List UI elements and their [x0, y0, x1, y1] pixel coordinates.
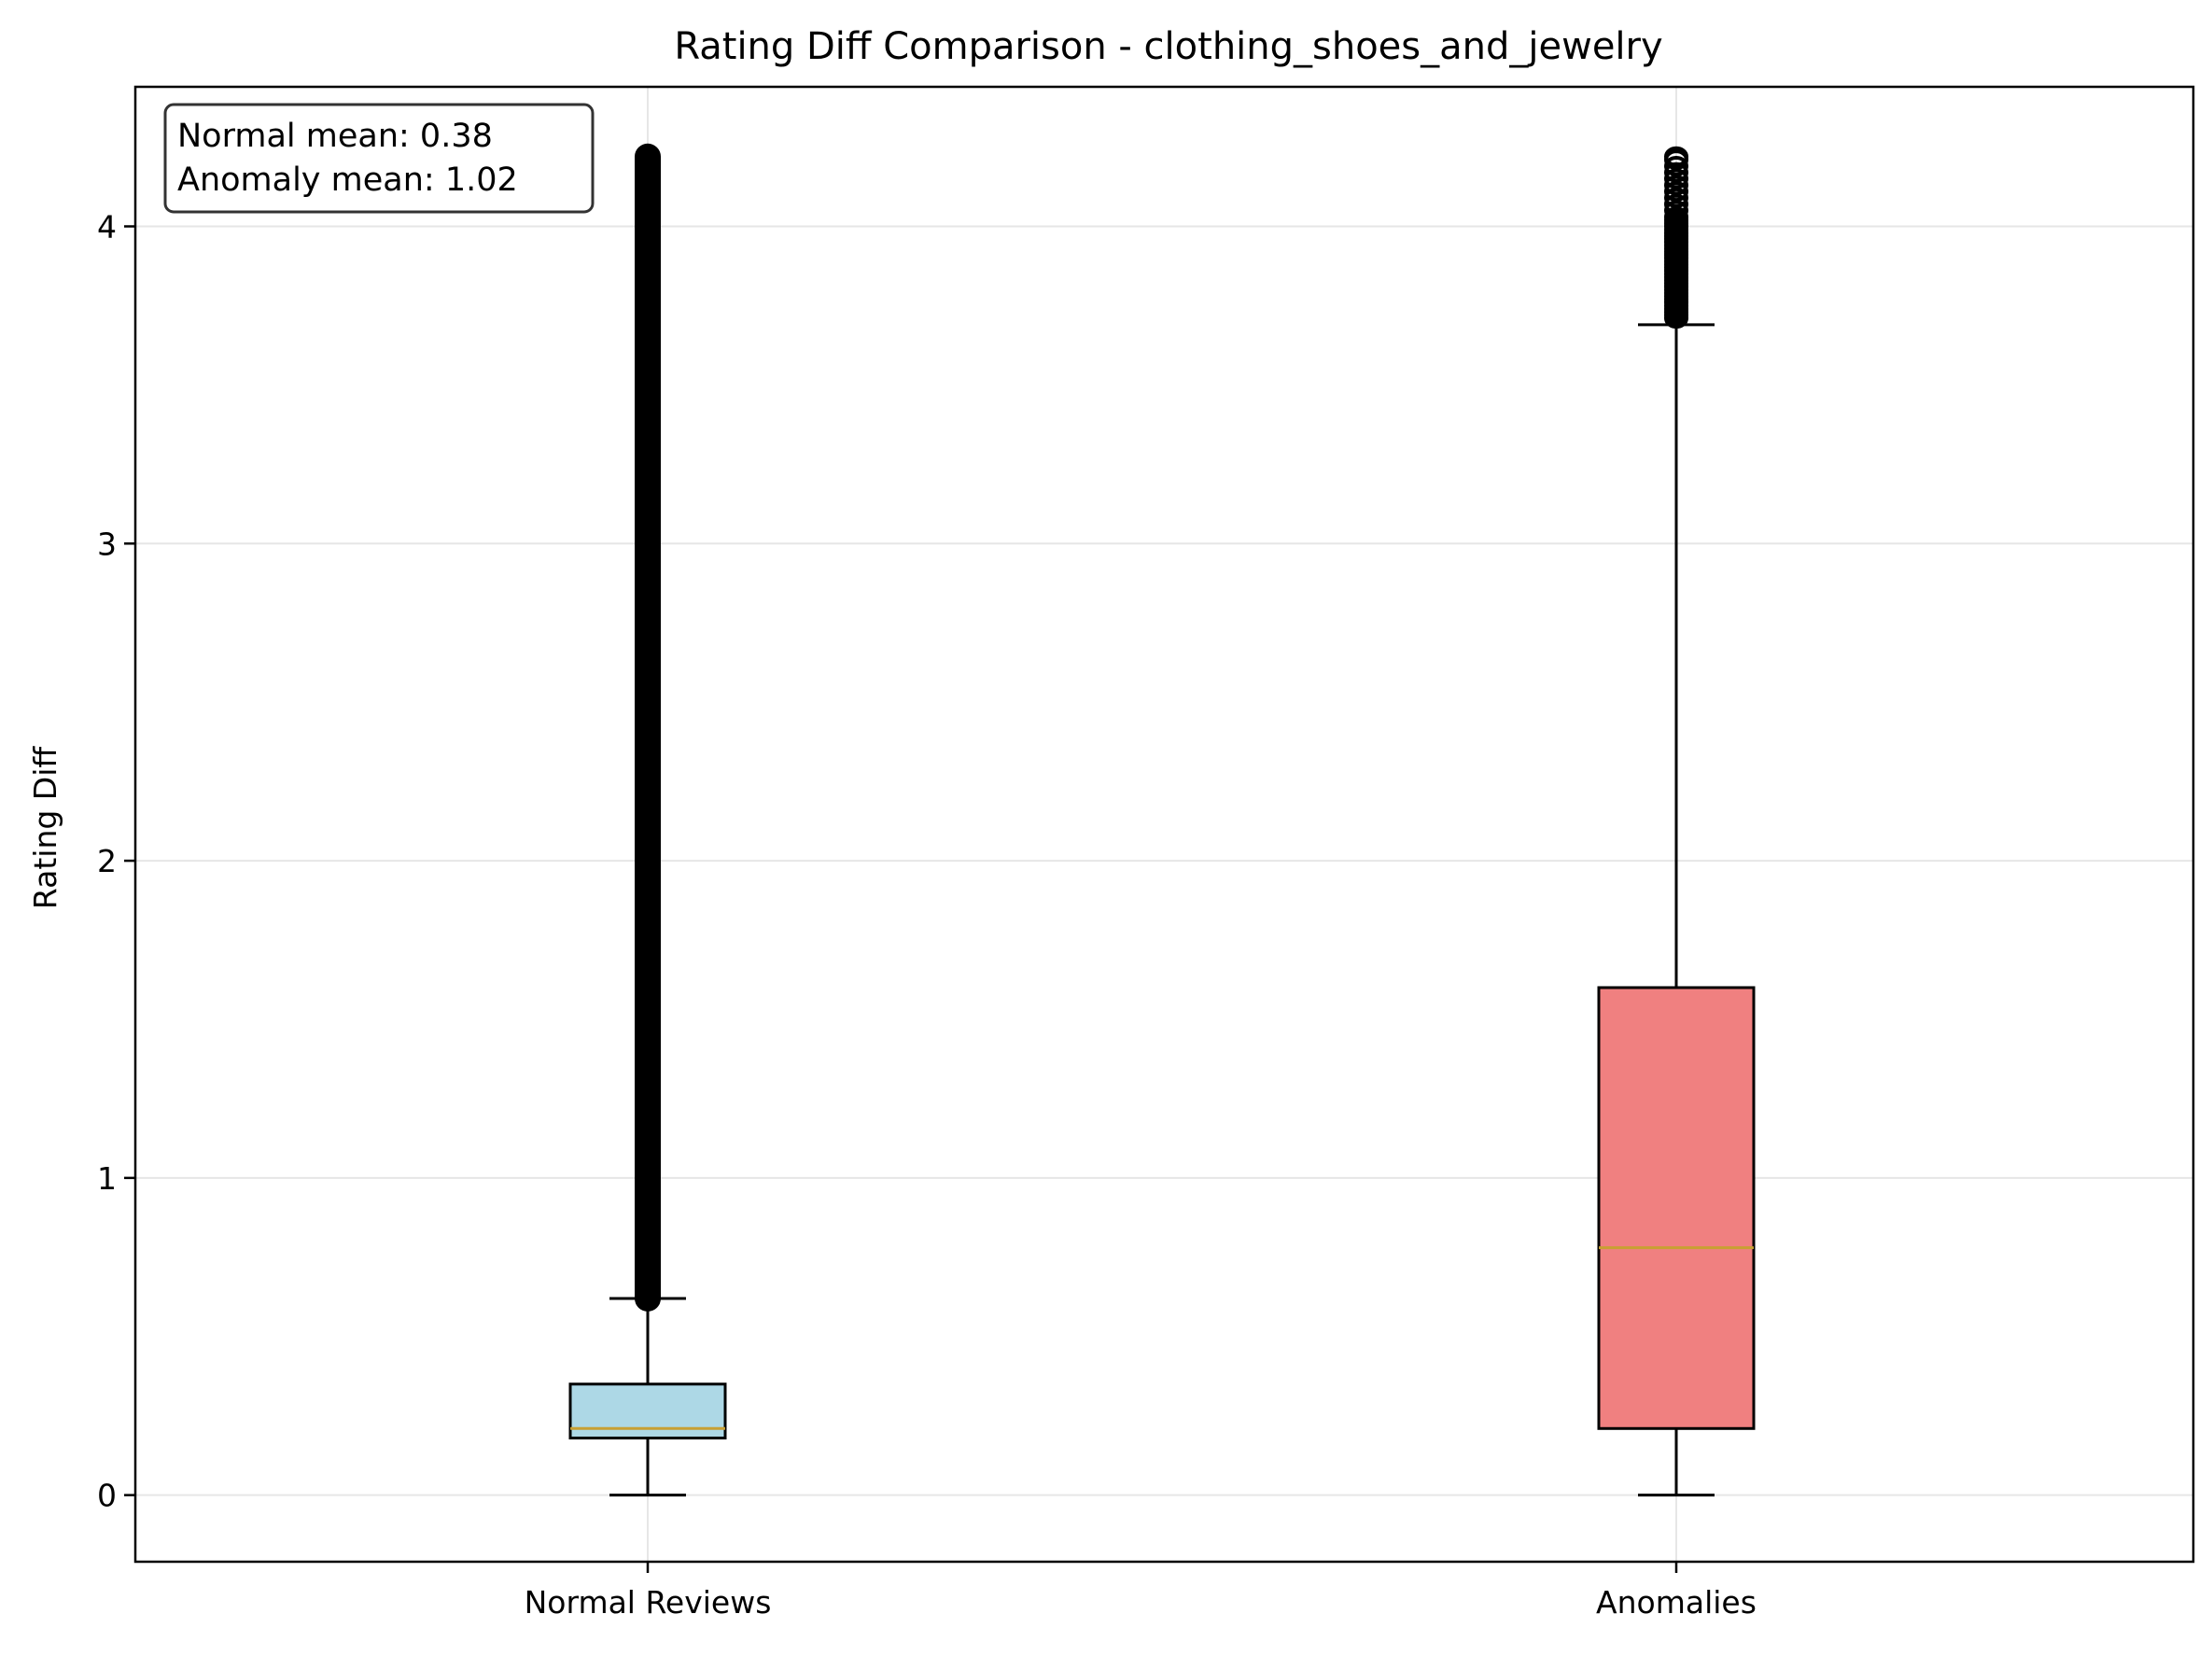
x-tick-label: Normal Reviews: [525, 1584, 772, 1621]
outlier-group: [1664, 146, 1688, 330]
outlier-point: [1664, 206, 1688, 228]
y-tick-label: 1: [97, 1160, 117, 1197]
outlier-point: [1664, 193, 1688, 215]
anomaly-mean-text: Anomaly mean: 1.02: [177, 161, 518, 199]
mean-annotation-box: Normal mean: 0.38 Anomaly mean: 1.02: [163, 103, 595, 214]
chart-title: Rating Diff Comparison - clothing_shoes_…: [674, 25, 1662, 68]
outlier-point: [1664, 168, 1688, 189]
box-layer: [568, 143, 1756, 1497]
box-group: [1597, 146, 1756, 1497]
outlier-point: [1664, 200, 1688, 221]
y-axis-label: Rating Diff: [27, 746, 63, 909]
normal-mean-text: Normal mean: 0.38: [177, 118, 493, 155]
iqr-box: [568, 1382, 727, 1439]
outlier-point: [1664, 155, 1688, 176]
iqr-box: [1597, 986, 1756, 1430]
outlier-point: [1664, 175, 1688, 196]
y-tick-label: 2: [97, 843, 117, 879]
outlier-point: [1664, 187, 1688, 208]
axes-layer: 0 1 2 3 4 Normal Reviews Anomalies: [97, 85, 2195, 1621]
annotation-frame: [163, 103, 595, 214]
axes-frame: [133, 85, 2195, 1564]
box-group: [568, 143, 727, 1497]
outlier-point: [1664, 181, 1688, 203]
x-tick-label: Anomalies: [1596, 1584, 1757, 1621]
y-tick-label: 4: [97, 209, 117, 246]
outlier-point: [1664, 146, 1688, 167]
y-tick-label: 3: [97, 526, 117, 562]
y-tick-label: 0: [97, 1478, 117, 1514]
